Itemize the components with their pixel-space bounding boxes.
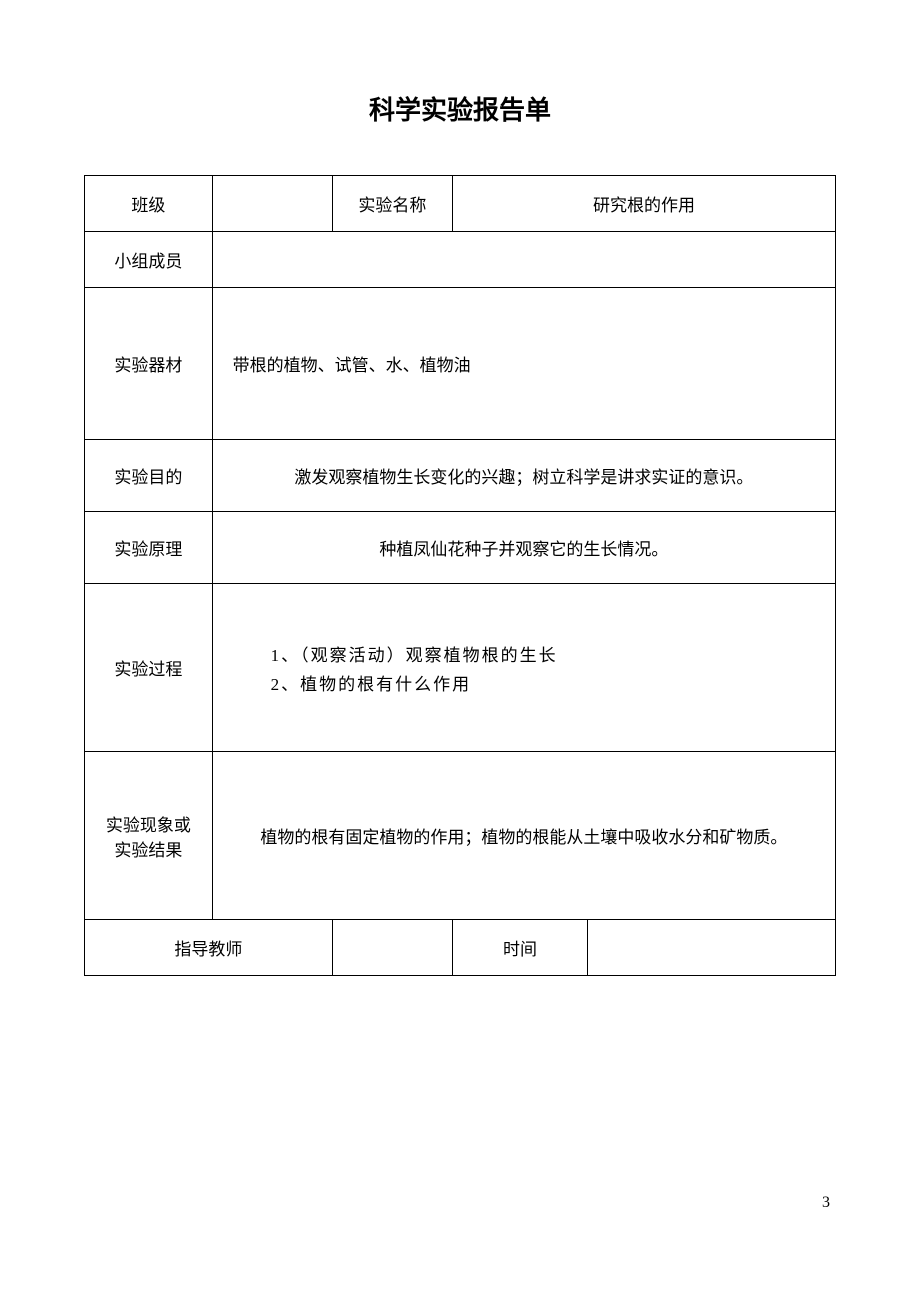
page-title: 科学实验报告单 (84, 90, 836, 127)
page-container: 科学实验报告单 班级 实验名称 研究根的作用 小组成员 实验器材 带根的植物、试… (0, 0, 920, 976)
purpose-value: 激发观察植物生长变化的兴趣；树立科学是讲求实证的意识。 (212, 440, 835, 512)
result-label-line2: 实验结果 (114, 841, 182, 860)
purpose-label: 实验目的 (85, 440, 213, 512)
page-number: 3 (822, 1194, 830, 1212)
teacher-value (332, 920, 452, 976)
class-label: 班级 (85, 176, 213, 232)
time-value (588, 920, 836, 976)
principle-value: 种植凤仙花种子并观察它的生长情况。 (212, 512, 835, 584)
table-row: 实验现象或 实验结果 植物的根有固定植物的作用；植物的根能从土壤中吸收水分和矿物… (85, 752, 836, 920)
equipment-value: 带根的植物、试管、水、植物油 (212, 288, 835, 440)
table-row: 实验器材 带根的植物、试管、水、植物油 (85, 288, 836, 440)
process-line-1: 1、（观察活动）观察植物根的生长 (271, 641, 827, 666)
process-label: 实验过程 (85, 584, 213, 752)
members-value (212, 232, 835, 288)
table-row: 指导教师 时间 (85, 920, 836, 976)
table-row: 实验目的 激发观察植物生长变化的兴趣；树立科学是讲求实证的意识。 (85, 440, 836, 512)
result-value: 植物的根有固定植物的作用；植物的根能从土壤中吸收水分和矿物质。 (212, 752, 835, 920)
equipment-label: 实验器材 (85, 288, 213, 440)
table-row: 实验过程 1、（观察活动）观察植物根的生长 2、植物的根有什么作用 (85, 584, 836, 752)
report-table: 班级 实验名称 研究根的作用 小组成员 实验器材 带根的植物、试管、水、植物油 … (84, 175, 836, 976)
table-row: 实验原理 种植凤仙花种子并观察它的生长情况。 (85, 512, 836, 584)
result-label: 实验现象或 实验结果 (85, 752, 213, 920)
process-line-2: 2、植物的根有什么作用 (271, 670, 827, 695)
principle-label: 实验原理 (85, 512, 213, 584)
exp-name-label: 实验名称 (332, 176, 452, 232)
process-content: 1、（观察活动）观察植物根的生长 2、植物的根有什么作用 (221, 613, 827, 723)
table-row: 小组成员 (85, 232, 836, 288)
table-row: 班级 实验名称 研究根的作用 (85, 176, 836, 232)
process-value: 1、（观察活动）观察植物根的生长 2、植物的根有什么作用 (212, 584, 835, 752)
time-label: 时间 (452, 920, 587, 976)
class-value (212, 176, 332, 232)
members-label: 小组成员 (85, 232, 213, 288)
exp-name-value: 研究根的作用 (452, 176, 835, 232)
result-label-line1: 实验现象或 (106, 816, 191, 835)
teacher-label: 指导教师 (85, 920, 333, 976)
